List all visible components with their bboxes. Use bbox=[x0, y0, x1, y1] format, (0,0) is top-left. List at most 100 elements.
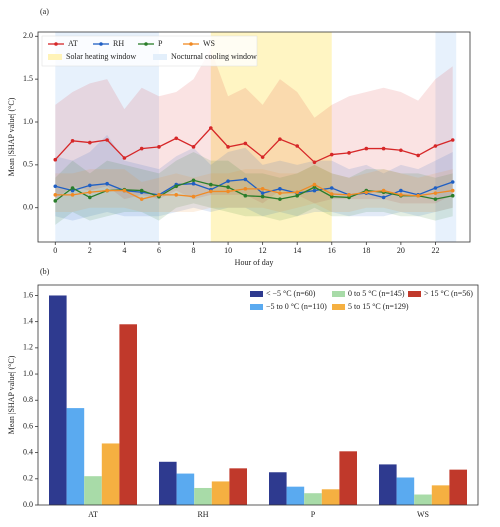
bar bbox=[194, 487, 212, 505]
bar bbox=[84, 476, 102, 505]
legend-label: P bbox=[158, 39, 163, 48]
y-tick-label: 1.5 bbox=[23, 74, 33, 83]
bar bbox=[66, 408, 85, 505]
bar bbox=[229, 468, 247, 505]
legend-swatch bbox=[408, 291, 421, 297]
point bbox=[243, 187, 248, 191]
bar bbox=[49, 295, 67, 505]
y-tick-label: 0.0 bbox=[23, 500, 33, 509]
legend-swatch bbox=[250, 304, 263, 310]
bar bbox=[396, 477, 415, 505]
x-tick-label: 10 bbox=[224, 246, 232, 255]
point bbox=[347, 195, 351, 200]
point bbox=[243, 193, 248, 198]
y-tick-label: 1.4 bbox=[23, 316, 33, 325]
point bbox=[312, 188, 317, 193]
point bbox=[433, 144, 438, 148]
y-tick-label: 0.2 bbox=[23, 474, 33, 483]
legend-swatch bbox=[48, 54, 62, 60]
time-window bbox=[435, 32, 457, 242]
point bbox=[260, 155, 265, 159]
point bbox=[312, 185, 317, 189]
point bbox=[191, 181, 196, 186]
point bbox=[209, 182, 213, 187]
x-tick-label: P bbox=[311, 510, 316, 519]
x-tick-label: 6 bbox=[157, 246, 161, 255]
point bbox=[295, 144, 300, 148]
legend-marker bbox=[54, 42, 58, 46]
point bbox=[88, 140, 92, 145]
y-tick-label: 0.8 bbox=[23, 395, 33, 404]
point bbox=[312, 160, 317, 165]
point bbox=[347, 151, 351, 155]
point bbox=[174, 136, 179, 141]
y-tick-label: 0.6 bbox=[23, 421, 33, 430]
point bbox=[243, 141, 248, 146]
point bbox=[53, 199, 58, 203]
bar bbox=[321, 489, 340, 505]
point bbox=[278, 197, 282, 201]
point bbox=[105, 188, 109, 193]
bar bbox=[119, 324, 137, 505]
uncertainty-band bbox=[55, 134, 453, 221]
point bbox=[88, 183, 92, 188]
point bbox=[70, 188, 75, 193]
bar bbox=[414, 494, 432, 505]
panel-label: (b) bbox=[40, 267, 50, 276]
point bbox=[347, 193, 351, 197]
point bbox=[88, 190, 92, 195]
legend-label: 5 to 15 °C (n=129) bbox=[348, 302, 409, 311]
point bbox=[450, 180, 455, 184]
point bbox=[364, 190, 369, 195]
panel-label: (a) bbox=[40, 7, 49, 16]
point bbox=[260, 191, 265, 195]
point bbox=[433, 191, 438, 195]
point bbox=[122, 188, 127, 193]
bar bbox=[339, 451, 357, 505]
point bbox=[122, 156, 127, 160]
legend-label: Solar heating window bbox=[66, 52, 136, 61]
point bbox=[278, 187, 282, 191]
bar bbox=[101, 443, 120, 505]
point bbox=[312, 182, 317, 187]
legend-label: Nocturnal cooling window bbox=[171, 52, 257, 61]
point bbox=[157, 193, 161, 197]
y-axis-label: Mean |SHAP value| (°C) bbox=[7, 97, 16, 176]
point bbox=[450, 193, 455, 198]
bar bbox=[176, 473, 195, 505]
y-tick-label: 1.6 bbox=[23, 290, 33, 299]
point bbox=[295, 190, 300, 195]
point bbox=[209, 189, 213, 194]
point bbox=[88, 195, 92, 200]
legend-marker bbox=[99, 42, 103, 46]
legend-label: < −5 °C (n=60) bbox=[266, 289, 316, 298]
y-tick-label: 0.5 bbox=[23, 160, 33, 169]
x-tick-label: 14 bbox=[293, 246, 301, 255]
point bbox=[416, 153, 420, 158]
bar bbox=[304, 493, 322, 505]
legend-label: AT bbox=[68, 39, 78, 48]
point bbox=[70, 193, 75, 197]
bar bbox=[431, 485, 450, 505]
point bbox=[295, 193, 300, 198]
y-tick-label: 0.0 bbox=[23, 203, 33, 212]
point bbox=[70, 139, 75, 143]
legend-swatch bbox=[153, 54, 167, 60]
legend-label: RH bbox=[113, 39, 124, 48]
legend-swatch bbox=[332, 304, 345, 310]
point bbox=[329, 186, 334, 190]
point bbox=[70, 186, 75, 190]
point bbox=[53, 157, 58, 162]
point bbox=[278, 137, 282, 141]
point bbox=[226, 185, 230, 189]
y-tick-label: 1.0 bbox=[23, 369, 33, 378]
y-tick-label: 0.4 bbox=[23, 447, 33, 456]
point bbox=[139, 146, 144, 151]
uncertainty-band bbox=[55, 49, 453, 204]
point bbox=[191, 178, 196, 183]
legend-label: 0 to 5 °C (n=145) bbox=[348, 289, 405, 298]
series-line bbox=[54, 179, 453, 202]
point bbox=[381, 146, 386, 151]
bar bbox=[269, 472, 287, 505]
